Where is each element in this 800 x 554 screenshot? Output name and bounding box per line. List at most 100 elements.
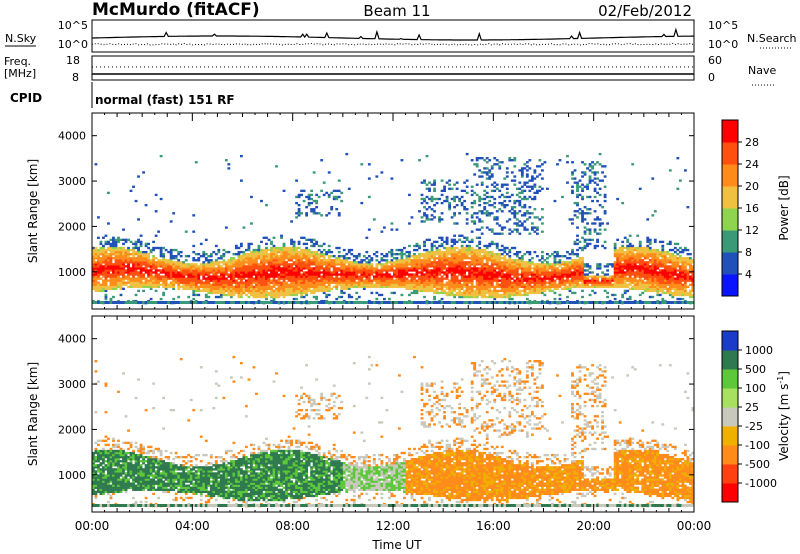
data-cell [252,267,256,270]
data-cell [209,283,213,286]
data-cell [463,261,467,264]
data-cell [450,238,454,242]
data-cell [252,271,256,274]
data-cell [257,281,261,284]
data-cell [260,199,263,203]
data-cell [367,265,371,268]
data-cell [485,191,489,195]
data-cell [365,273,369,276]
data-cell [503,206,507,209]
data-cell [546,269,549,272]
data-cell [275,267,278,270]
data-cell [490,173,494,176]
data-cell [515,265,519,268]
data-cell [608,263,612,266]
data-cell [292,252,296,256]
data-cell [214,263,218,266]
data-cell [423,248,426,252]
data-cell [410,255,414,258]
data-cell [300,263,303,266]
data-cell [365,261,369,264]
data-cell [433,271,436,274]
data-cell [255,271,258,274]
data-cell [480,289,484,293]
data-cell [385,259,389,262]
data-cell [174,281,178,284]
data-cell [490,271,494,274]
data-cell [94,248,98,252]
data-cell [242,269,246,272]
data-cell [520,281,524,284]
data-cell [593,181,597,184]
data-cell [403,281,406,284]
data-cell [606,285,610,288]
data-cell [540,177,544,180]
data-cell [262,250,266,254]
data-cell [352,279,356,282]
data-cell [179,271,183,274]
data-cell [194,301,198,304]
data-cell [493,206,497,209]
data-cell [247,281,251,284]
data-cell [357,295,361,299]
data-cell [340,263,344,266]
data-cell [94,275,98,278]
data-cell [576,203,579,207]
data-cell [104,277,108,280]
data-cell [312,199,316,203]
data-cell [335,195,339,199]
data-cell [252,301,256,304]
data-cell [515,224,519,227]
data-cell [508,195,512,199]
data-cell [500,263,504,266]
data-cell [245,259,248,262]
data-cell [420,271,424,274]
data-cell [167,265,171,268]
data-cell [212,281,216,284]
data-cell [207,289,211,293]
data-cell [493,267,497,270]
data-cell [435,275,439,278]
data-cell [297,287,301,291]
data-cell [315,281,319,284]
data-cell [598,193,602,197]
data-cell [513,179,517,182]
data-cell [495,281,499,284]
data-cell [355,283,359,286]
data-cell [616,275,620,278]
data-cell [563,301,567,304]
data-cell [525,263,529,266]
data-cell [222,279,226,282]
data-cell [300,287,303,291]
data-cell [455,203,459,207]
data-cell [224,271,228,274]
data-cell [576,259,579,262]
data-cell [310,244,314,248]
data-cell [380,281,384,284]
data-cell [483,206,487,209]
data-cell [450,261,454,264]
data-cell [510,293,514,297]
data-cell [342,261,346,264]
data-cell [530,175,534,178]
data-cell [558,275,562,278]
data-cell [588,242,592,246]
data-cell [297,269,301,272]
data-cell [540,269,544,272]
data-cell [598,163,602,166]
data-cell [147,263,150,266]
data-cell [460,265,464,268]
data-cell [367,283,371,286]
data-cell [234,265,238,268]
data-cell [362,263,366,266]
data-cell [172,263,176,266]
data-cell [179,267,183,270]
data-cell [315,257,319,260]
data-cell [578,246,582,250]
data-cell [295,271,298,274]
data-cell [468,267,472,270]
data-cell [581,246,584,250]
data-cell [357,255,361,258]
data-cell [209,255,213,258]
data-cell [448,252,451,256]
